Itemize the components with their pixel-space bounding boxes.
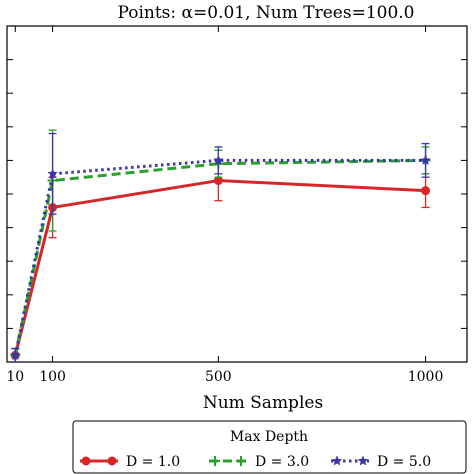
marker-plus (210, 456, 220, 466)
legend-label: D = 5.0 (377, 454, 431, 470)
marker-star (47, 168, 58, 179)
series-line (13, 179, 426, 356)
legend-entry: D = 1.0 (80, 454, 180, 470)
x-tick-label: 500 (205, 369, 232, 385)
legend-entries: D = 1.0 D = 3.0 D = 5.0 (80, 454, 431, 470)
chart-title: Points: α=0.01, Num Trees=100.0 (117, 3, 414, 23)
marker-star (420, 154, 431, 165)
marker-circle (81, 456, 91, 466)
x-tick-label: 10 (6, 369, 24, 385)
series-layer (9, 129, 431, 363)
series-1 (10, 159, 431, 363)
series-2 (10, 129, 431, 363)
marker-star (357, 455, 369, 466)
marker-plus (236, 456, 246, 466)
legend-label: D = 1.0 (126, 454, 180, 470)
x-tick-label: 1000 (408, 369, 444, 385)
legend-entry: D = 3.0 (209, 454, 309, 470)
series-3 (9, 132, 431, 363)
series-line (13, 158, 426, 356)
marker-star (331, 455, 343, 466)
plot-frame (6, 25, 468, 363)
marker-star (212, 154, 224, 165)
series-line (13, 158, 426, 356)
y-ticks (7, 25, 467, 363)
marker-circle (107, 456, 117, 466)
marker-star (9, 349, 21, 360)
x-tick-label: 100 (39, 369, 66, 385)
legend-entry: D = 5.0 (331, 454, 431, 470)
legend: Max Depth D = 1.0 D = 3.0 D = 5.0 (72, 420, 467, 474)
x-axis-label: Num Samples (203, 393, 323, 413)
legend-label: D = 3.0 (255, 454, 309, 470)
marker-circle (421, 186, 431, 196)
legend-title: Max Depth (230, 429, 308, 445)
